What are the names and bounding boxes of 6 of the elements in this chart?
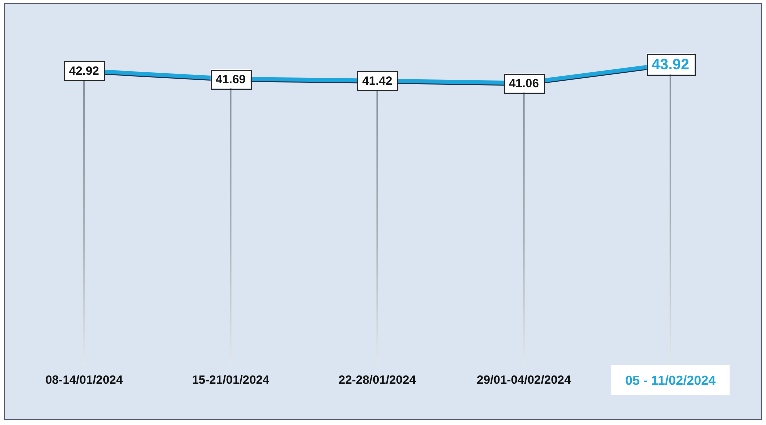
x-tick-label: 29/01-04/02/2024 [477,372,572,387]
x-tick-label: 15-21/01/2024 [192,372,270,387]
x-tick-label: 22-28/01/2024 [338,372,417,387]
data-label: 43.92 [652,56,690,74]
x-tick-label: 05 - 11/02/2024 [626,372,717,388]
x-tick-label: 08-14/01/2024 [46,372,124,387]
